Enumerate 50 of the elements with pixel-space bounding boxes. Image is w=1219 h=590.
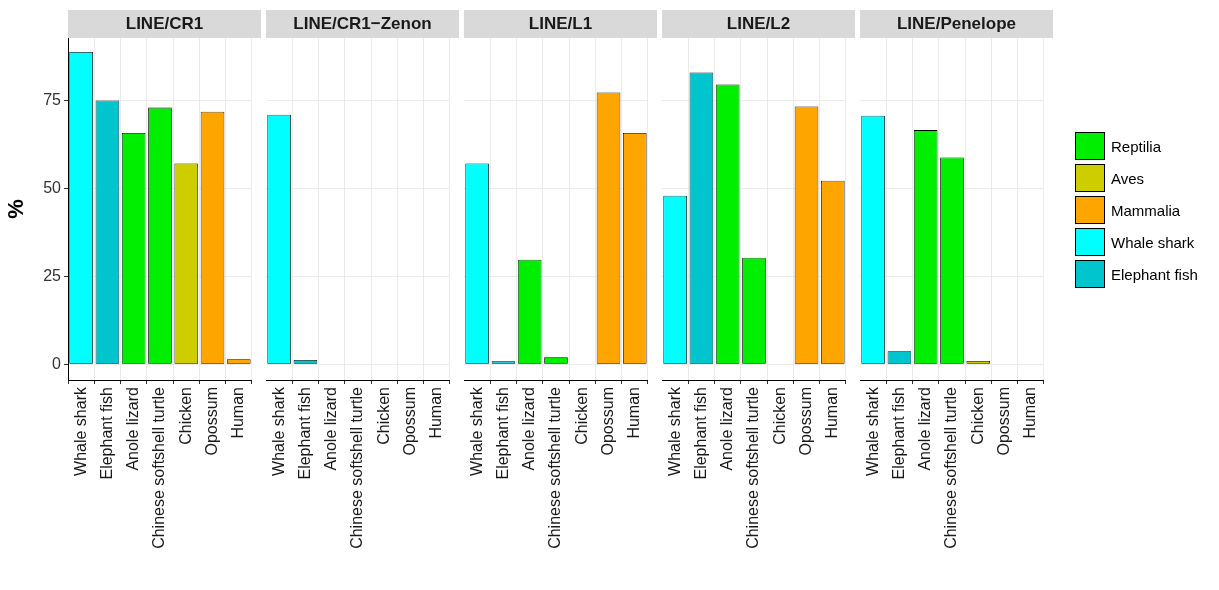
- x-tick-label: Chinese softshell turtle: [744, 386, 762, 549]
- x-tick-label: Opossum: [400, 387, 418, 456]
- x-tick-label: Opossum: [202, 387, 220, 456]
- x-tick-label: Whale shark: [665, 386, 683, 476]
- x-tick-label: Opossum: [598, 387, 616, 456]
- x-tick-label: Elephant fish: [295, 387, 313, 480]
- chart-title: LINE/Penelope: [860, 10, 1053, 38]
- x-tick-label: Human: [229, 387, 247, 439]
- y-tick-label: 75: [43, 90, 62, 108]
- chart-title: LINE/CR1−Zenon: [266, 10, 459, 38]
- x-tick-label: Anole lizard: [124, 387, 142, 471]
- x-tick-label: Elephant fish: [493, 387, 511, 480]
- x-tick-label: Chinese softshell turtle: [348, 386, 366, 549]
- x-tick-label: Human: [625, 387, 643, 439]
- chart-title: LINE/L2: [662, 10, 855, 38]
- x-tick-label: Elephant fish: [889, 387, 907, 480]
- x-tick-label: Chicken: [572, 387, 590, 445]
- x-tick-label: Whale shark: [269, 386, 287, 476]
- x-tick-label: Anole lizard: [322, 387, 340, 471]
- x-tick-label: Chicken: [770, 387, 788, 445]
- x-tick-label: Anole lizard: [916, 387, 934, 471]
- y-tick-label: 0: [52, 354, 62, 372]
- legend-label: Aves: [1111, 169, 1145, 187]
- x-tick-label: Anole lizard: [718, 387, 736, 471]
- x-tick-label: Opossum: [994, 387, 1012, 456]
- x-tick-label: Human: [823, 387, 841, 439]
- y-tick-label: 50: [43, 178, 62, 196]
- legend-label: Reptilia: [1111, 137, 1162, 155]
- x-tick-label: Human: [427, 387, 445, 439]
- chart-title: LINE/CR1: [68, 10, 261, 38]
- x-tick-label: Chicken: [374, 387, 392, 445]
- legend-label: Whale shark: [1111, 233, 1195, 251]
- y-axis-title: %: [3, 199, 29, 219]
- x-tick-label: Chinese softshell turtle: [150, 386, 168, 549]
- x-tick-label: Elephant fish: [691, 387, 709, 480]
- x-tick-label: Human: [1021, 387, 1039, 439]
- y-tick-label: 25: [43, 266, 62, 284]
- x-tick-label: Whale shark: [71, 386, 89, 476]
- x-tick-label: Whale shark: [863, 386, 881, 476]
- chart-title: LINE/L1: [464, 10, 657, 38]
- x-tick-label: Chinese softshell turtle: [546, 386, 564, 549]
- x-tick-label: Chinese softshell turtle: [942, 386, 960, 549]
- x-tick-label: Anole lizard: [520, 387, 538, 471]
- x-tick-label: Whale shark: [467, 386, 485, 476]
- legend-label: Elephant fish: [1111, 265, 1198, 283]
- x-tick-label: Elephant fish: [97, 387, 115, 480]
- x-tick-label: Chicken: [968, 387, 986, 445]
- legend-label: Mammalia: [1111, 201, 1181, 219]
- x-tick-label: Opossum: [796, 387, 814, 456]
- x-tick-label: Chicken: [176, 387, 194, 445]
